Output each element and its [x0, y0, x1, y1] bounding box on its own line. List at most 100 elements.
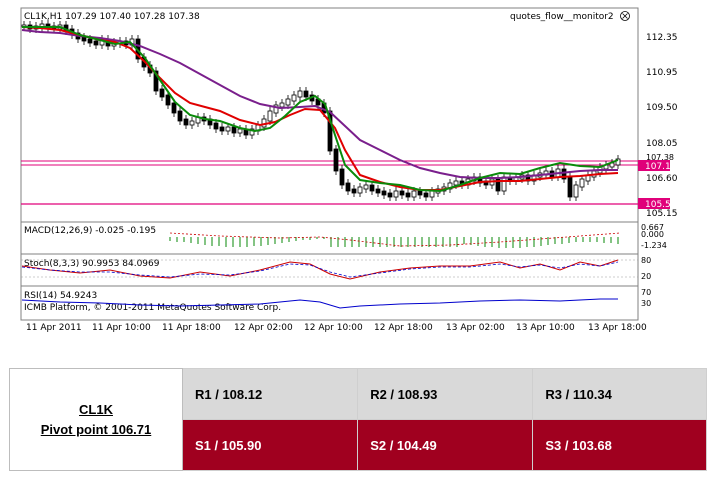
- table-row: CL1K Pivot point 106.71 R1 / 108.12 R2 /…: [9, 368, 707, 471]
- candle-body: [339, 168, 345, 186]
- s3-cell: S3 / 103.68: [532, 419, 707, 471]
- candle-body: [267, 110, 273, 122]
- macd-signal-line: [169, 232, 621, 247]
- candle-body: [411, 190, 417, 198]
- candle-body: [285, 98, 291, 106]
- candle-body: [369, 184, 375, 192]
- candle-body: [351, 188, 357, 194]
- current-price-tag: [638, 160, 670, 171]
- pivot-table: CL1K Pivot point 106.71 R1 / 108.12 R2 /…: [9, 368, 707, 471]
- price-tick: 109.50: [646, 103, 678, 113]
- macd-tick: 0.667: [641, 223, 664, 232]
- rsi-tick: 30: [641, 299, 651, 308]
- candle-body: [561, 168, 567, 180]
- time-label: 11 Apr 10:00: [92, 323, 151, 333]
- copyright-text: ICMB Platform, © 2001-2011 MetaQuotes So…: [24, 303, 281, 313]
- time-label: 12 Apr 10:00: [304, 323, 363, 333]
- rsi-line: [21, 298, 618, 309]
- price-tag-top: [640, 153, 666, 162]
- candle-body: [177, 110, 183, 122]
- candle-body: [573, 184, 579, 198]
- candle-body: [93, 40, 99, 46]
- r2-cell: R2 / 108.93: [357, 368, 534, 420]
- candle-body: [399, 190, 405, 196]
- macd-label: MACD(12,26,9) -0.025 -0.195: [24, 226, 156, 236]
- candle-body: [225, 126, 231, 132]
- price-chart: CL1K,H1 107.29 107.40 107.28 107.38 quot…: [20, 7, 678, 333]
- candle-body: [159, 88, 165, 98]
- candle-body: [237, 128, 243, 134]
- indicator-name: quotes_flow__monitor2: [510, 12, 614, 22]
- s1-cell: S1 / 105.90: [181, 419, 359, 471]
- ma-slow-line: [21, 29, 618, 179]
- price-tag-top-text: 107.38: [646, 153, 674, 162]
- candle-body: [381, 190, 387, 196]
- candle-body: [453, 180, 459, 186]
- candle-body: [345, 182, 351, 192]
- price-tick: 108.05: [646, 139, 678, 149]
- candle-body: [171, 102, 177, 114]
- candle-body: [387, 192, 393, 198]
- candle-body: [165, 94, 171, 106]
- ma-mid-line: [21, 26, 619, 191]
- symbol-cell: CL1K Pivot point 106.71: [9, 368, 183, 471]
- rsi-label: RSI(14) 54.9243: [24, 291, 97, 301]
- time-label: 13 Apr 18:00: [588, 323, 647, 333]
- time-label: 13 Apr 02:00: [446, 323, 505, 333]
- price-tick: 110.95: [646, 68, 678, 78]
- price-tick: 106.60: [646, 174, 678, 184]
- candle-body: [405, 192, 411, 198]
- candle-body: [273, 104, 279, 114]
- candle-body: [279, 102, 285, 108]
- price-tick: 112.35: [646, 33, 678, 43]
- macd-histogram: [169, 237, 619, 248]
- candle-body: [501, 176, 507, 192]
- stoch-label: Stoch(8,3,3) 90.9953 84.0969: [24, 259, 160, 269]
- candle-body: [393, 190, 399, 198]
- candle-body: [375, 188, 381, 194]
- stoch-tick: 80: [641, 256, 651, 265]
- macd-tick: 0.000: [641, 230, 664, 239]
- candle-body: [579, 178, 585, 188]
- candle-body: [291, 94, 297, 102]
- ma-fast-line: [22, 26, 619, 193]
- candle-body: [183, 118, 189, 126]
- support-price-tag: [638, 198, 670, 209]
- stoch-tick: 20: [641, 272, 651, 281]
- candle-body: [249, 128, 255, 136]
- chart-frame: [20, 7, 639, 321]
- candle-body: [333, 148, 339, 172]
- chart-header: CL1K,H1 107.29 107.40 107.28 107.38: [24, 12, 200, 22]
- candle-body: [153, 70, 159, 92]
- time-label: 13 Apr 10:00: [516, 323, 575, 333]
- macd-tick: -1.234: [641, 241, 667, 250]
- current-price-text: 107.17: [645, 162, 677, 172]
- candle-body: [615, 158, 621, 166]
- pivot-point: Pivot point 106.71: [40, 421, 152, 437]
- candle-body: [189, 120, 195, 126]
- candle-body: [81, 36, 87, 42]
- candle-body: [423, 192, 429, 198]
- candle-body: [363, 184, 369, 190]
- s2-cell: S2 / 104.49: [357, 419, 534, 471]
- support-price-text: 105.59: [645, 200, 677, 210]
- time-label: 11 Apr 2011: [26, 323, 82, 333]
- price-tick: 105.15: [646, 209, 678, 219]
- candle-body: [417, 190, 423, 196]
- candle-body: [297, 90, 303, 98]
- time-label: 12 Apr 02:00: [234, 323, 293, 333]
- rsi-tick: 70: [641, 288, 651, 297]
- r3-cell: R3 / 110.34: [532, 368, 707, 420]
- time-label: 12 Apr 18:00: [374, 323, 433, 333]
- symbol-name: CL1K: [79, 401, 113, 417]
- candle-body: [567, 176, 573, 198]
- stoch-signal-line: [21, 261, 619, 278]
- candle-body: [231, 126, 237, 134]
- candle-body: [429, 190, 435, 198]
- stoch-main-line: [21, 259, 619, 280]
- candle-body: [213, 122, 219, 130]
- candle-body: [303, 90, 309, 98]
- close-icon[interactable]: [620, 11, 630, 21]
- time-label: 11 Apr 18:00: [162, 323, 221, 333]
- candle-body: [219, 126, 225, 132]
